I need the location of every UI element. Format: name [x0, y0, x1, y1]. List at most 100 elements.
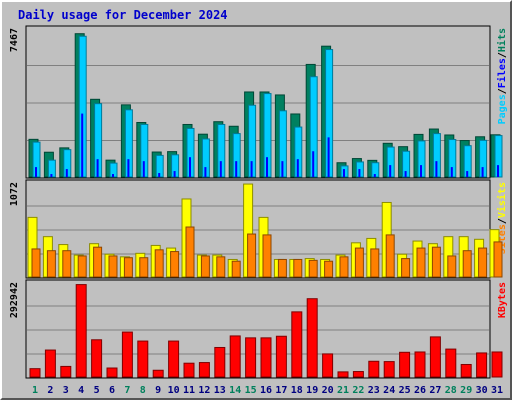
bar-sites [293, 258, 303, 278]
panel-pages-files-hits [25, 25, 491, 179]
panel-max-label: 7467 [9, 28, 20, 52]
bar-files [204, 167, 207, 177]
bar-kbytes [414, 351, 426, 378]
bar-files [127, 159, 130, 177]
x-tick-label: 5 [94, 385, 100, 396]
x-tick-label: 27 [429, 385, 441, 396]
bar-sites [385, 234, 395, 278]
bar-files [358, 169, 361, 177]
legend-: / [497, 52, 508, 58]
bar-files [219, 161, 222, 177]
legend-hits: Hits [496, 28, 508, 52]
bar-kbytes [399, 351, 411, 378]
bar-sites [77, 255, 87, 278]
bar-kbytes [183, 362, 195, 378]
bar-files [35, 167, 37, 177]
bar-kbytes [383, 361, 395, 378]
panel-max-label: 1072 [9, 182, 20, 206]
x-tick-label: 18 [291, 385, 303, 396]
x-tick-label: 1 [32, 385, 38, 396]
x-tick-label: 10 [168, 385, 180, 396]
x-tick-label: 30 [476, 385, 488, 396]
bar-sites [478, 247, 488, 278]
bar-sites [447, 255, 457, 278]
bar-files [373, 174, 376, 177]
bar-sites [262, 234, 272, 278]
bar-sites [46, 250, 56, 278]
x-tick-label: 20 [322, 385, 334, 396]
bar-kbytes [137, 340, 149, 378]
bar-sites [277, 258, 287, 278]
x-tick-label: 25 [399, 385, 411, 396]
bar-kbytes [75, 284, 87, 378]
x-tick-label: 16 [260, 385, 272, 396]
bar-sites [123, 257, 133, 278]
bar-files [266, 157, 268, 177]
x-tick-label: 14 [229, 385, 241, 396]
bar-kbytes [29, 368, 41, 378]
panel-max-label: 292942 [9, 282, 20, 318]
x-tick-label: 22 [352, 385, 364, 396]
bar-files [312, 151, 315, 177]
bar-sites [185, 226, 195, 278]
x-tick-label: 8 [140, 385, 146, 396]
bar-kbytes [91, 339, 103, 378]
bar-sites [108, 255, 118, 278]
bar-kbytes [152, 369, 164, 378]
bar-kbytes [429, 336, 441, 378]
bar-kbytes [168, 340, 180, 378]
bar-sites [154, 249, 164, 278]
bar-sites [370, 248, 380, 278]
chart-title: Daily usage for December 2024 [18, 8, 228, 22]
bar-kbytes [121, 331, 133, 378]
x-tick-label: 2 [47, 385, 53, 396]
bar-files [235, 161, 238, 177]
panel-legend: KBytes [497, 282, 508, 318]
bar-files [81, 113, 84, 177]
x-tick-label: 29 [460, 385, 472, 396]
x-tick-label: 21 [337, 385, 349, 396]
x-tick-label: 17 [275, 385, 287, 396]
bar-sites [431, 246, 441, 278]
bar-files [142, 161, 145, 177]
legend-: / [497, 218, 508, 224]
bar-kbytes [260, 337, 272, 378]
bar-kbytes [306, 298, 318, 378]
bar-files [96, 159, 99, 177]
x-tick-label: 24 [383, 385, 395, 396]
x-tick-label: 23 [368, 385, 380, 396]
legend-visits: Visits [496, 182, 508, 218]
bar-kbytes [476, 352, 488, 378]
legend-kbytes: KBytes [497, 282, 508, 318]
x-tick-label: 13 [214, 385, 226, 396]
bar-kbytes [491, 351, 503, 378]
bar-kbytes [106, 367, 118, 378]
bar-sites [62, 250, 72, 278]
x-tick-label: 26 [414, 385, 426, 396]
x-tick-label: 3 [63, 385, 69, 396]
bar-kbytes [368, 360, 380, 378]
bar-sites [170, 251, 180, 278]
bar-files [281, 161, 284, 177]
bar-kbytes [445, 348, 457, 378]
bar-files [327, 137, 330, 177]
bar-sites [231, 260, 241, 278]
bar-sites [308, 259, 318, 278]
bar-sites [416, 247, 426, 278]
bar-kbytes [44, 349, 56, 378]
bar-files [466, 171, 469, 177]
bar-sites [339, 256, 349, 278]
bar-kbytes [229, 335, 241, 378]
bar-files [481, 167, 484, 177]
x-tick-label: 7 [124, 385, 130, 396]
panel-legend: Pages/Files/Hits [496, 28, 508, 124]
bar-files [435, 161, 438, 177]
bar-files [158, 173, 161, 177]
bar-kbytes [214, 346, 226, 378]
bar-files [173, 171, 176, 177]
x-tick-label: 19 [306, 385, 318, 396]
bar-kbytes [352, 371, 364, 378]
bar-files [250, 161, 253, 177]
bar-files [343, 169, 345, 177]
